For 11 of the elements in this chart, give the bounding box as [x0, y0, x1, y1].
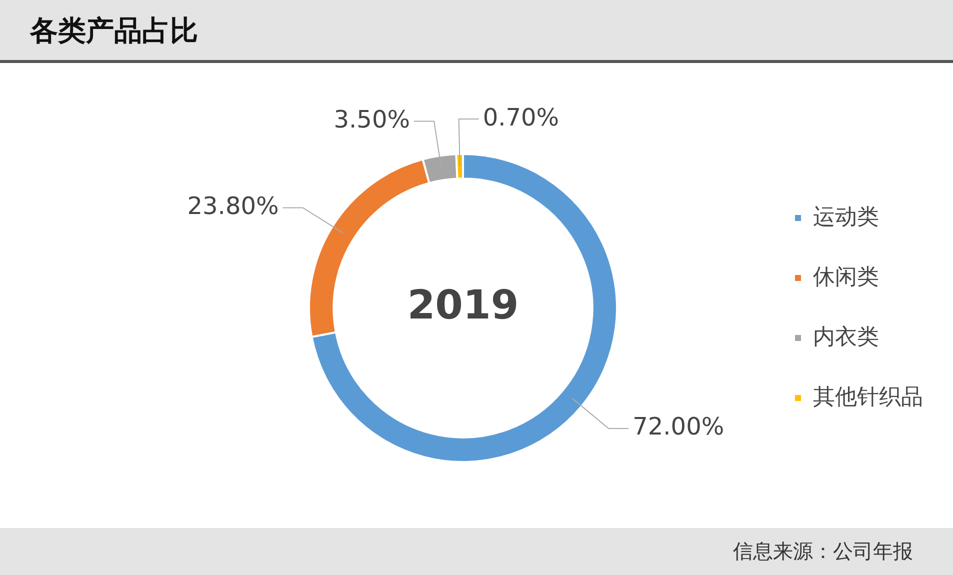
data-label: 23.80%: [187, 192, 279, 220]
chart-title: 各类产品占比: [30, 13, 198, 49]
data-label: 0.70%: [482, 103, 560, 132]
text: 2019: [407, 282, 519, 328]
legend-label: 内衣类: [813, 324, 879, 350]
legend-label: 休闲类: [813, 264, 879, 290]
text: 信息来源：公司年报: [733, 538, 913, 565]
data-label: 3.50%: [334, 105, 410, 134]
legend-label: 其他针织品: [813, 384, 923, 410]
legend-label: 运动类: [813, 204, 879, 230]
data-label: 72.00%: [632, 412, 724, 441]
